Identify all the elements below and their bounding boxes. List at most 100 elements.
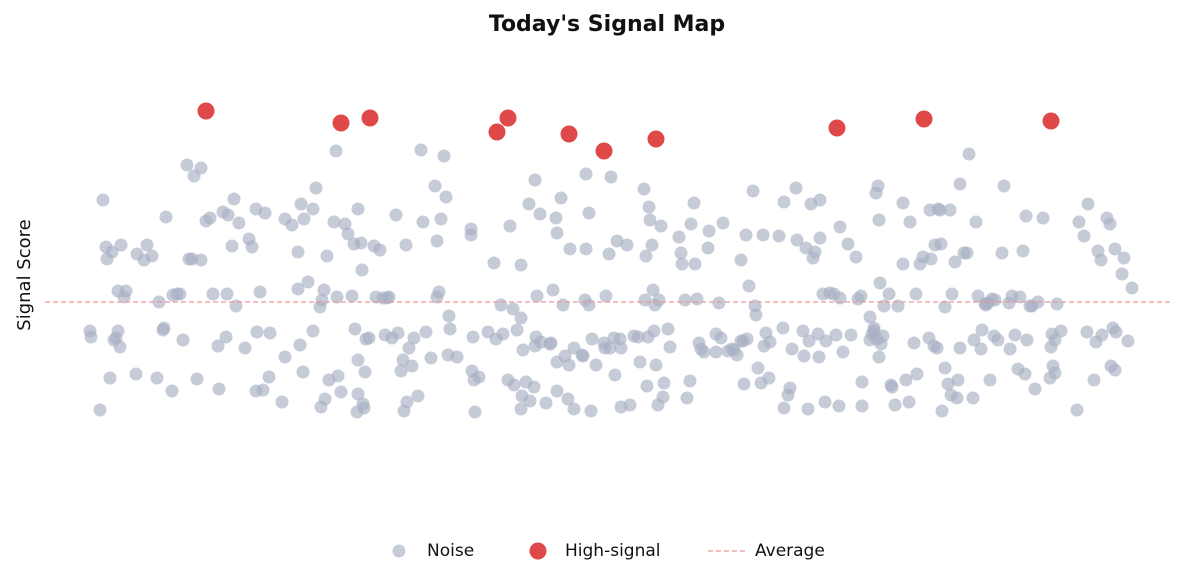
noise-point [763, 335, 777, 349]
noise-point [113, 340, 127, 354]
noise-point [948, 255, 962, 269]
high-signal-point [828, 119, 846, 137]
noise-point [1080, 325, 1094, 339]
noise-point [953, 177, 967, 191]
noise-point [306, 202, 320, 216]
noise-point [585, 332, 599, 346]
noise-point [391, 326, 405, 340]
noise-point [111, 324, 125, 338]
noise-point [638, 293, 652, 307]
noise-point [576, 349, 590, 363]
noise-point [1036, 211, 1050, 225]
noise-point [966, 391, 980, 405]
high-signal-point [595, 142, 613, 160]
noise-point [688, 257, 702, 271]
noise-point [293, 338, 307, 352]
high-signal-point [1042, 112, 1060, 130]
noise-point [935, 404, 949, 418]
noise-point [554, 191, 568, 205]
noise-point [833, 220, 847, 234]
legend-marker [392, 544, 406, 558]
noise-point [334, 385, 348, 399]
noise-point [643, 213, 657, 227]
noise-point [330, 290, 344, 304]
noise-point [562, 358, 576, 372]
noise-point [428, 179, 442, 193]
noise-point [464, 222, 478, 236]
noise-point [740, 332, 754, 346]
high-signal-point [560, 125, 578, 143]
noise-point [991, 333, 1005, 347]
noise-point [801, 402, 815, 416]
noise-point [683, 374, 697, 388]
noise-point [995, 246, 1009, 260]
noise-point [275, 395, 289, 409]
noise-point [424, 351, 438, 365]
noise-point [582, 298, 596, 312]
noise-point [194, 253, 208, 267]
noise-point [701, 241, 715, 255]
noise-point [1108, 242, 1122, 256]
noise-point [129, 367, 143, 381]
noise-point [945, 287, 959, 301]
noise-point [539, 396, 553, 410]
noise-point [796, 324, 810, 338]
noise-point [318, 392, 332, 406]
noise-point [967, 333, 981, 347]
noise-point [315, 293, 329, 307]
noise-point [742, 279, 756, 293]
noise-point [443, 322, 457, 336]
noise-point [599, 289, 613, 303]
noise-point [697, 345, 711, 359]
noise-point [832, 399, 846, 413]
noise-point [933, 203, 947, 217]
noise-point [734, 253, 748, 267]
noise-point [173, 287, 187, 301]
noise-point [903, 215, 917, 229]
noise-point [610, 234, 624, 248]
noise-point [256, 383, 270, 397]
noise-point [602, 247, 616, 261]
noise-point [140, 238, 154, 252]
noise-point [645, 238, 659, 252]
legend-label: High-signal [565, 541, 661, 561]
noise-point [442, 309, 456, 323]
noise-point [253, 285, 267, 299]
legend-label: Noise [427, 541, 474, 561]
noise-point [637, 182, 651, 196]
noise-point [468, 405, 482, 419]
noise-point [1072, 215, 1086, 229]
noise-point [818, 395, 832, 409]
noise-point [329, 144, 343, 158]
noise-point [746, 184, 760, 198]
noise-point [327, 215, 341, 229]
noise-point [1115, 267, 1129, 281]
high-signal-point [915, 110, 933, 128]
noise-point [640, 379, 654, 393]
noise-point [841, 237, 855, 251]
noise-point [530, 289, 544, 303]
noise-point [382, 290, 396, 304]
noise-point [672, 230, 686, 244]
high-signal-point [332, 114, 350, 132]
noise-point [938, 300, 952, 314]
noise-point [1103, 217, 1117, 231]
noise-point [357, 401, 371, 415]
noise-point [899, 373, 913, 387]
noise-point [211, 339, 225, 353]
noise-point [510, 323, 524, 337]
noise-point [434, 212, 448, 226]
noise-point [306, 324, 320, 338]
noise-point [544, 336, 558, 350]
noise-point [896, 196, 910, 210]
noise-point [709, 345, 723, 359]
noise-point [910, 367, 924, 381]
noise-point [790, 233, 804, 247]
noise-point [219, 330, 233, 344]
noise-point [245, 240, 259, 254]
noise-point [646, 283, 660, 297]
noise-point [882, 287, 896, 301]
noise-point [1019, 209, 1033, 223]
noise-point [432, 285, 446, 299]
noise-point [983, 373, 997, 387]
